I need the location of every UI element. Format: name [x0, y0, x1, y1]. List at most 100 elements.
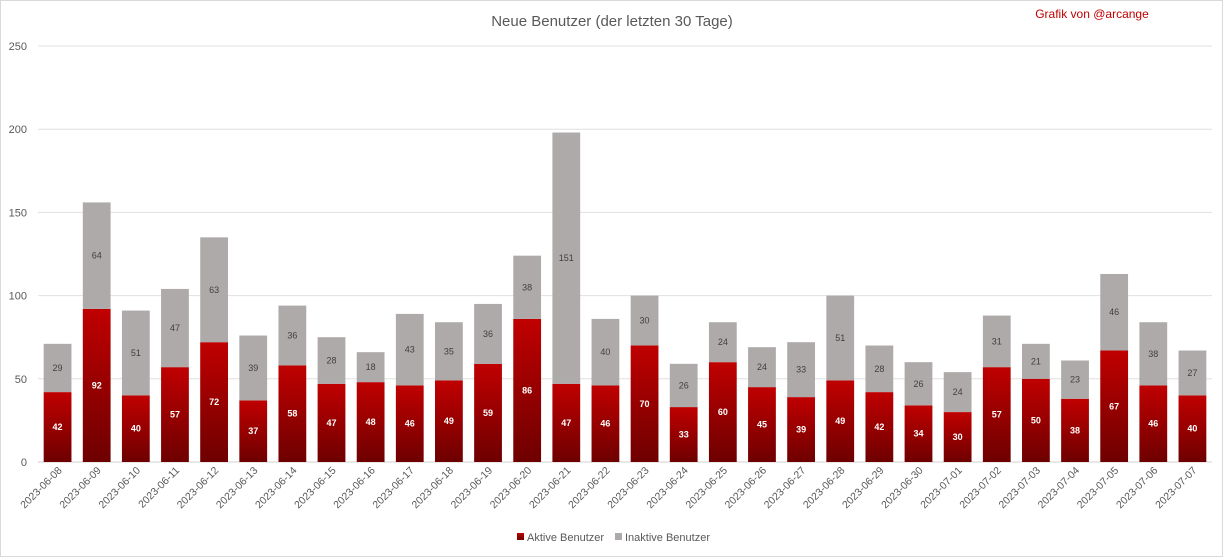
legend-swatch-inactive: [615, 533, 622, 540]
bar-inactive: [1178, 350, 1207, 396]
data-label-inactive: 36: [483, 329, 493, 339]
legend-swatch-active: [517, 533, 524, 540]
bar-inactive: [356, 352, 385, 383]
bar-active: [904, 405, 933, 462]
bar-active: [513, 318, 542, 462]
data-label-active: 46: [1148, 419, 1158, 429]
data-label-active: 46: [600, 419, 610, 429]
x-tick-label: 2023-07-07: [1153, 465, 1200, 512]
bar-inactive: [121, 310, 150, 396]
y-tick-label: 250: [9, 41, 27, 53]
data-label-active: 67: [1109, 401, 1119, 411]
bar-active: [200, 342, 228, 462]
bar-inactive: [43, 343, 72, 393]
bar-active: [943, 412, 972, 462]
bar-inactive: [200, 237, 228, 343]
data-label-inactive: 38: [1148, 349, 1158, 359]
x-axis-ticks: 2023-06-082023-06-092023-06-102023-06-11…: [18, 465, 1199, 512]
data-label-active: 33: [679, 430, 689, 440]
bar-inactive: [513, 255, 542, 319]
bars: 42 29 92 64 40 51 57 47 72 63 37 39 58 36 47 28 48 18 46 43…: [43, 132, 1207, 462]
data-label-inactive: 36: [287, 331, 297, 341]
data-label-active: 42: [874, 422, 884, 432]
data-label-inactive: 151: [559, 253, 574, 263]
bar-inactive: [317, 337, 346, 384]
data-label-inactive: 39: [248, 363, 258, 373]
data-label-active: 38: [1070, 425, 1080, 435]
data-label-active: 46: [405, 419, 415, 429]
data-label-active: 47: [326, 418, 336, 428]
bar-inactive: [82, 202, 111, 309]
bar-active: [552, 383, 581, 462]
data-label-inactive: 30: [640, 316, 650, 326]
y-tick-label: 50: [15, 374, 27, 386]
data-label-active: 60: [718, 407, 728, 417]
bar-active: [1139, 385, 1168, 462]
bar-active: [395, 385, 424, 462]
bar-inactive: [787, 342, 815, 398]
bar-inactive: [669, 363, 698, 408]
bar-inactive: [826, 295, 855, 381]
y-tick-label: 100: [9, 291, 27, 303]
x-tick-label: 2023-06-10: [96, 465, 143, 512]
data-label-inactive: 28: [326, 355, 336, 365]
data-label-inactive: 28: [874, 364, 884, 374]
bar-active: [787, 397, 815, 462]
bar-inactive: [161, 288, 189, 368]
data-label-inactive: 63: [209, 285, 219, 295]
data-label-inactive: 24: [757, 362, 767, 372]
bar-inactive: [943, 372, 972, 413]
data-label-inactive: 31: [992, 336, 1002, 346]
bar-inactive: [591, 318, 620, 386]
data-label-active: 45: [757, 420, 767, 430]
bar-active: [278, 365, 307, 462]
data-label-active: 49: [835, 416, 845, 426]
bar-active: [982, 367, 1011, 462]
y-axis-ticks: 0 50 100 150 200 250: [9, 41, 27, 469]
bar-active: [630, 345, 659, 462]
data-label-inactive: 47: [170, 323, 180, 333]
bar-inactive: [748, 347, 776, 388]
bar-inactive: [435, 322, 463, 381]
data-label-inactive: 29: [53, 363, 63, 373]
data-label-inactive: 21: [1031, 356, 1041, 366]
y-tick-label: 200: [9, 124, 27, 136]
legend: Aktive Benutzer Inaktive Benutzer: [517, 532, 710, 544]
legend-label-active: Aktive Benutzer: [527, 532, 604, 544]
bar-inactive: [1022, 343, 1050, 379]
data-label-active: 42: [53, 422, 63, 432]
data-label-inactive: 18: [366, 362, 376, 372]
data-label-inactive: 26: [913, 379, 923, 389]
bar-active: [591, 385, 620, 462]
bar-inactive: [239, 335, 268, 401]
bar-active: [748, 387, 776, 462]
bar-active: [708, 362, 737, 462]
bar-active: [474, 363, 502, 462]
bar-inactive: [1061, 360, 1089, 399]
data-label-active: 57: [992, 410, 1002, 420]
bar-inactive: [708, 322, 737, 363]
data-label-active: 30: [953, 432, 963, 442]
bar-inactive: [552, 132, 581, 384]
bar-inactive: [278, 305, 307, 366]
data-label-inactive: 51: [131, 348, 141, 358]
bar-active: [317, 383, 346, 462]
data-label-active: 39: [796, 425, 806, 435]
y-tick-label: 0: [21, 457, 27, 469]
bar-active: [1100, 350, 1129, 462]
bar-inactive: [1100, 273, 1129, 351]
data-label-active: 50: [1031, 415, 1041, 425]
bar-active: [43, 392, 72, 462]
legend-label-inactive: Inaktive Benutzer: [625, 532, 710, 544]
y-tick-label: 150: [9, 207, 27, 219]
data-label-active: 59: [483, 408, 493, 418]
data-label-inactive: 40: [600, 347, 610, 357]
data-label-inactive: 27: [1187, 368, 1197, 378]
data-label-active: 72: [209, 397, 219, 407]
bar-active: [121, 395, 150, 462]
bar-inactive: [865, 345, 894, 393]
bar-active: [1178, 395, 1207, 462]
data-label-inactive: 43: [405, 345, 415, 355]
bar-active: [1022, 378, 1050, 462]
data-label-active: 58: [287, 409, 297, 419]
